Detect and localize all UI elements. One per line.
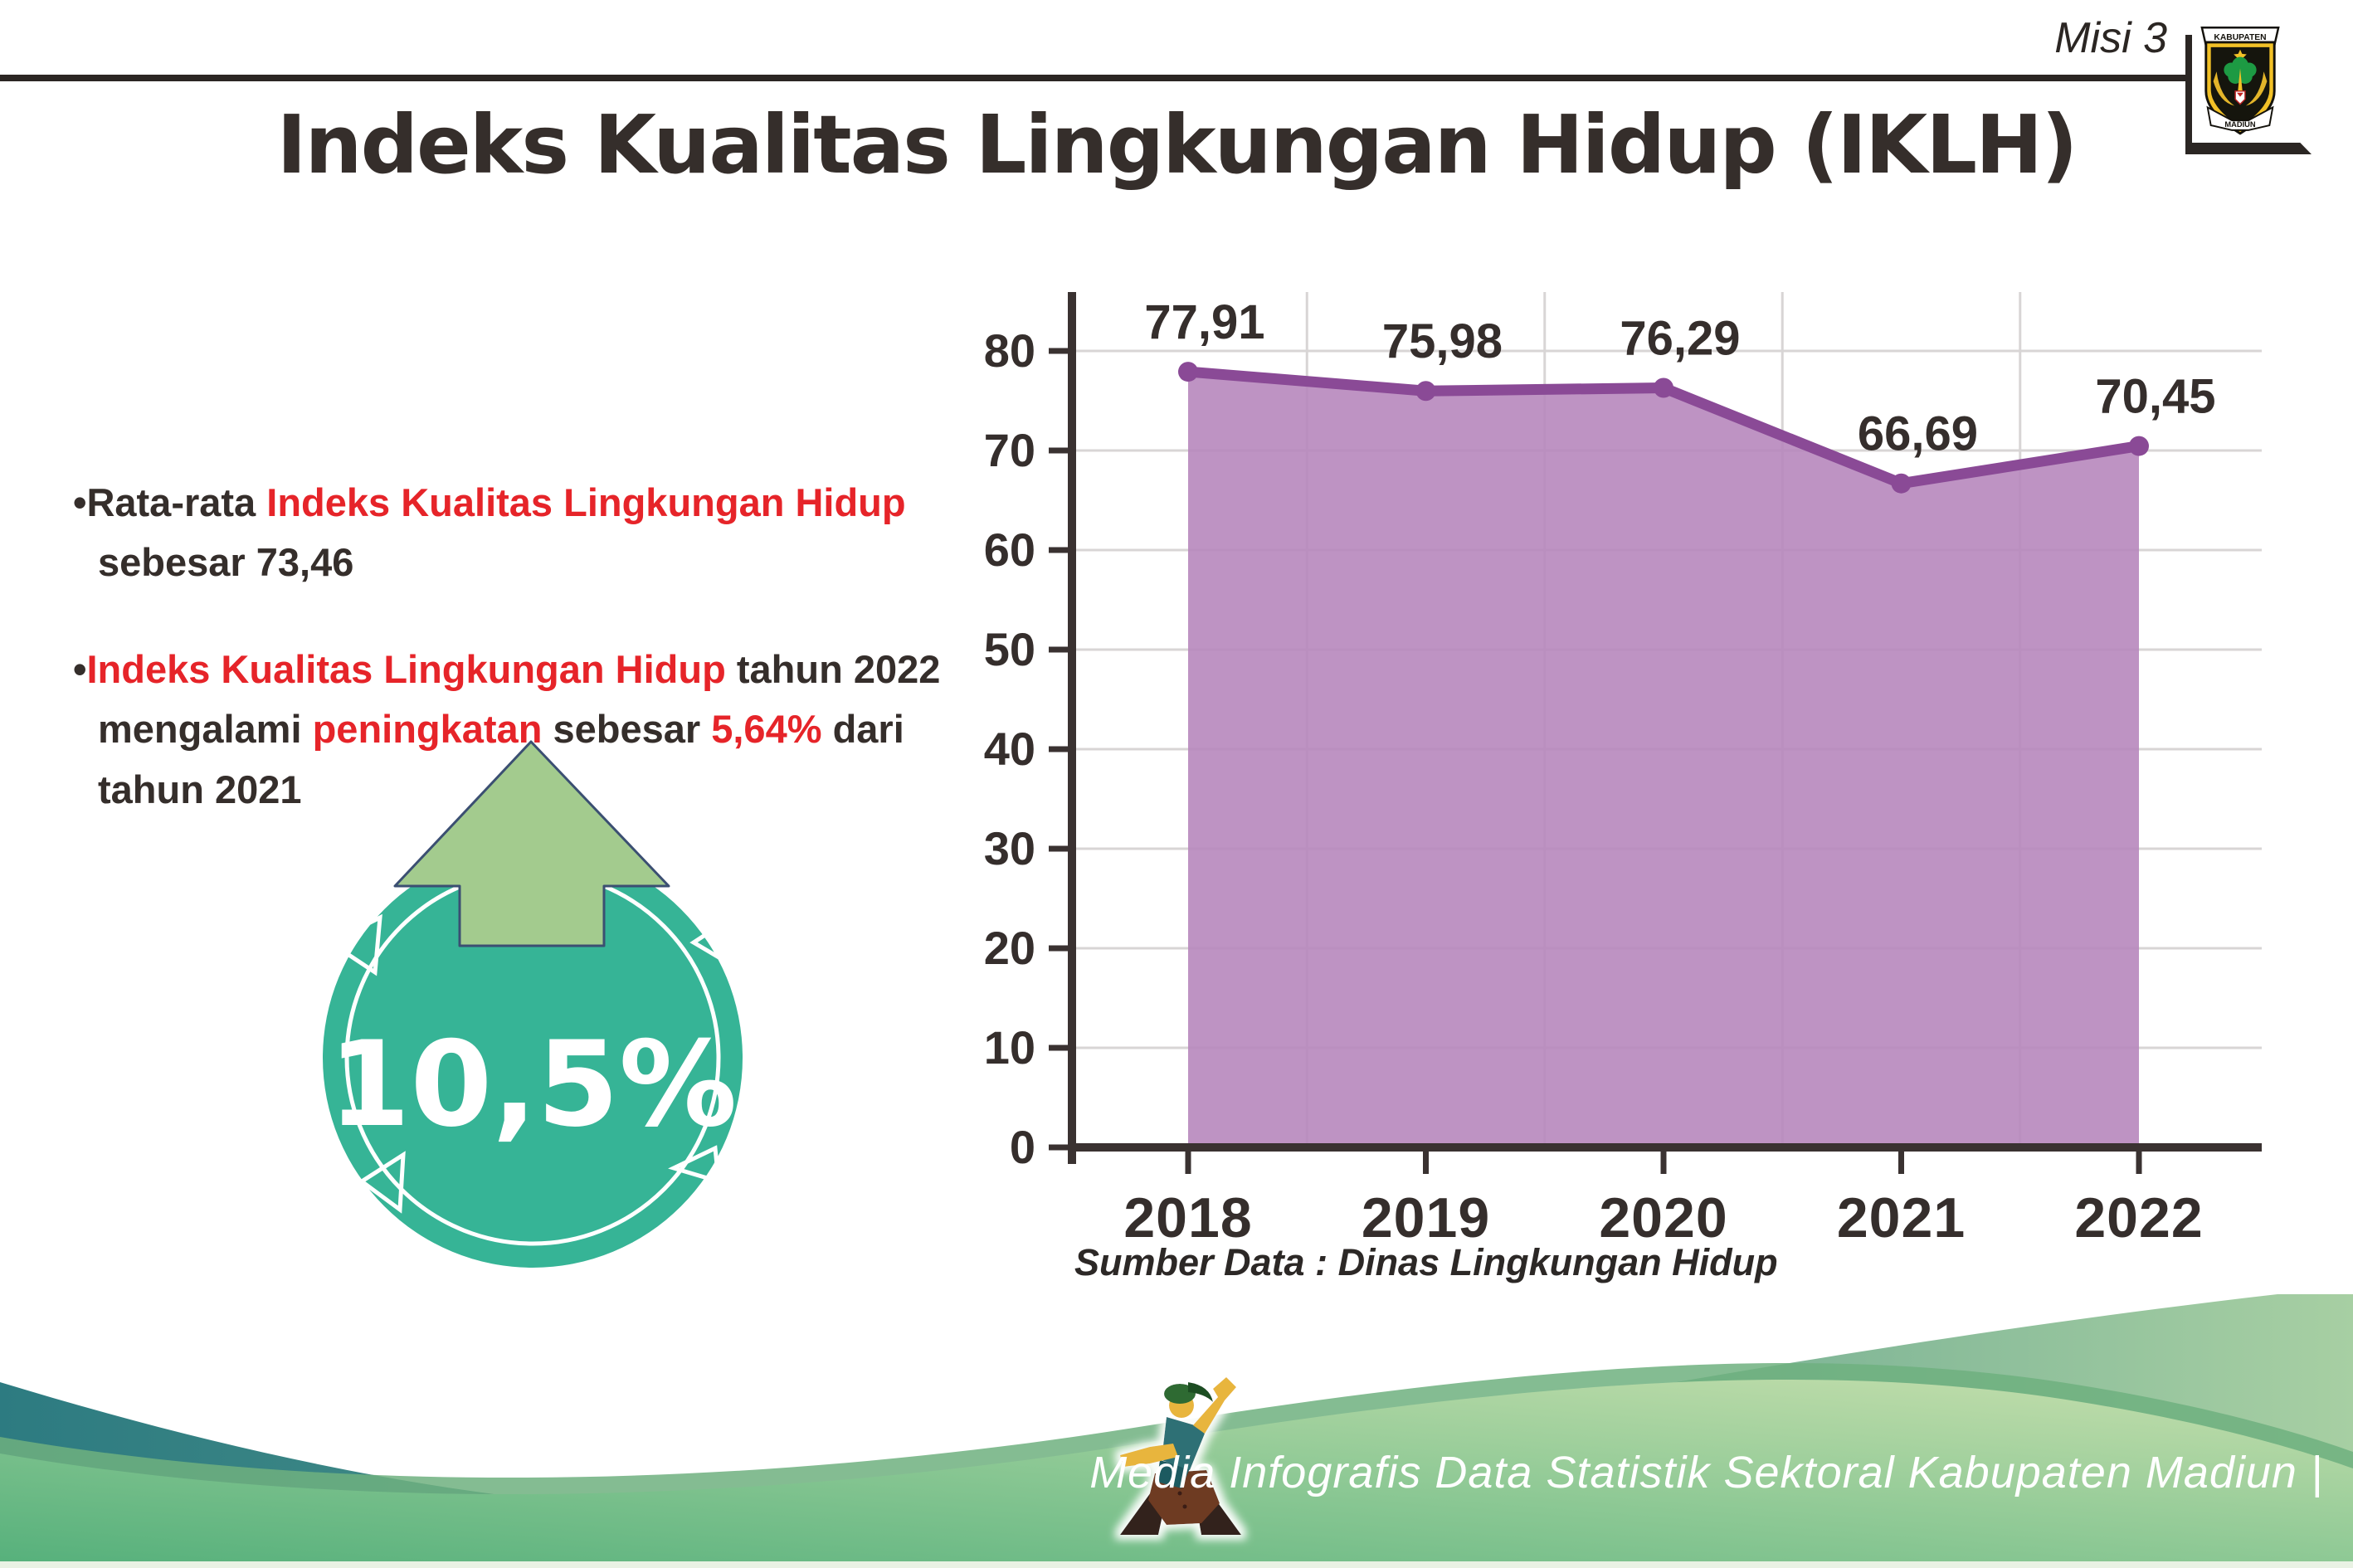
y-tick-label: 80 bbox=[984, 324, 1035, 377]
y-tick-label: 10 bbox=[984, 1021, 1035, 1074]
data-label: 77,91 bbox=[1144, 295, 1264, 349]
crest-tree bbox=[2224, 56, 2257, 84]
data-label: 75,98 bbox=[1382, 314, 1503, 368]
data-label: 70,45 bbox=[2095, 370, 2215, 424]
x-tick-label: 2020 bbox=[1599, 1186, 1727, 1249]
text-segment: •Rata-rata bbox=[73, 480, 267, 524]
x-tick-label: 2019 bbox=[1362, 1186, 1490, 1249]
kabupaten-madiun-crest-logo: KABUPATEN MADIUN bbox=[2200, 27, 2280, 135]
y-tick-label: 50 bbox=[984, 623, 1035, 675]
chart-area-fill bbox=[1188, 372, 2139, 1148]
text-segment: sebesar 73,46 bbox=[98, 540, 354, 585]
data-point bbox=[1415, 381, 1436, 402]
text-segment-highlight: 5,64% bbox=[711, 707, 822, 752]
data-source-note: Sumber Data : Dinas Lingkungan Hidup bbox=[1074, 1241, 1778, 1283]
text-segment-highlight: Indeks Kualitas Lingkungan Hidup bbox=[86, 646, 726, 691]
data-label: 66,69 bbox=[1858, 407, 1978, 461]
bullet-iklh-increase: •Indeks Kualitas Lingkungan Hidup tahun … bbox=[73, 640, 1019, 820]
mission-tag: Misi 3 bbox=[2054, 14, 2167, 62]
data-point bbox=[1654, 377, 1673, 398]
crest-bottom-banner-text: MADIUN bbox=[2224, 120, 2256, 129]
logo-frame-bottom-bar bbox=[2185, 143, 2312, 154]
badge-accent-triangles bbox=[326, 910, 741, 1214]
text-segment: dari tahun 2021 bbox=[98, 707, 904, 811]
crest-bottom-banner bbox=[2206, 105, 2274, 131]
footer-bottom-strip bbox=[0, 1561, 2353, 1568]
text-segment-highlight: Indeks Kualitas Lingkungan Hidup bbox=[266, 480, 906, 524]
header-rule bbox=[0, 75, 2189, 81]
badge-circle bbox=[323, 848, 743, 1268]
crest-mini-shield bbox=[2234, 90, 2246, 105]
y-tick-label: 0 bbox=[1010, 1121, 1035, 1173]
bullet-average-iklh: •Rata-rata Indeks Kualitas Lingkungan Hi… bbox=[73, 473, 1019, 593]
x-tick-label: 2022 bbox=[2074, 1186, 2203, 1249]
footer-credit-text: Media Infografis Data Statistik Sektoral… bbox=[1089, 1448, 2323, 1497]
page-title: Indeks Kualitas Lingkungan Hidup (IKLH) bbox=[276, 98, 2078, 192]
badge-percentage-value: 10,5% bbox=[329, 1016, 738, 1153]
data-point bbox=[1178, 362, 1198, 382]
y-tick-label: 40 bbox=[984, 723, 1035, 775]
key-findings-text: •Rata-rata Indeks Kualitas Lingkungan Hi… bbox=[73, 473, 1019, 866]
x-tick-label: 2021 bbox=[1837, 1186, 1966, 1249]
crest-right-wing bbox=[2245, 71, 2268, 106]
text-segment: sebesar bbox=[542, 707, 712, 752]
y-tick-label: 30 bbox=[984, 822, 1035, 874]
text-segment-highlight: peningkatan bbox=[312, 707, 543, 752]
iklh-area-chart: 77,91 75,98 76,29 66,69 70,45 0 10 20 30 40 50 60 70… bbox=[984, 292, 2262, 1249]
up-arrow-icon bbox=[393, 740, 670, 947]
crest-mini-shield-chevron bbox=[2237, 92, 2243, 97]
x-tick-label: 2018 bbox=[1123, 1186, 1252, 1249]
text-segment: • bbox=[73, 646, 87, 691]
data-point bbox=[2129, 436, 2149, 456]
footer-wave-banner bbox=[0, 1294, 2353, 1568]
data-label: 76,29 bbox=[1620, 312, 1740, 366]
crest-top-banner-text: KABUPATEN bbox=[2214, 33, 2266, 42]
text-segment: tahun 2022 mengalami bbox=[98, 646, 941, 752]
y-tick-label: 60 bbox=[984, 523, 1035, 576]
data-point bbox=[1891, 473, 1912, 494]
dancer-mascot-icon bbox=[1120, 1377, 1241, 1535]
y-tick-label: 20 bbox=[984, 922, 1035, 974]
logo-frame-vertical-line bbox=[2185, 35, 2192, 154]
increase-badge: 10,5% bbox=[323, 740, 743, 1268]
crest-left-wing bbox=[2213, 71, 2235, 106]
y-tick-label: 70 bbox=[984, 424, 1035, 476]
